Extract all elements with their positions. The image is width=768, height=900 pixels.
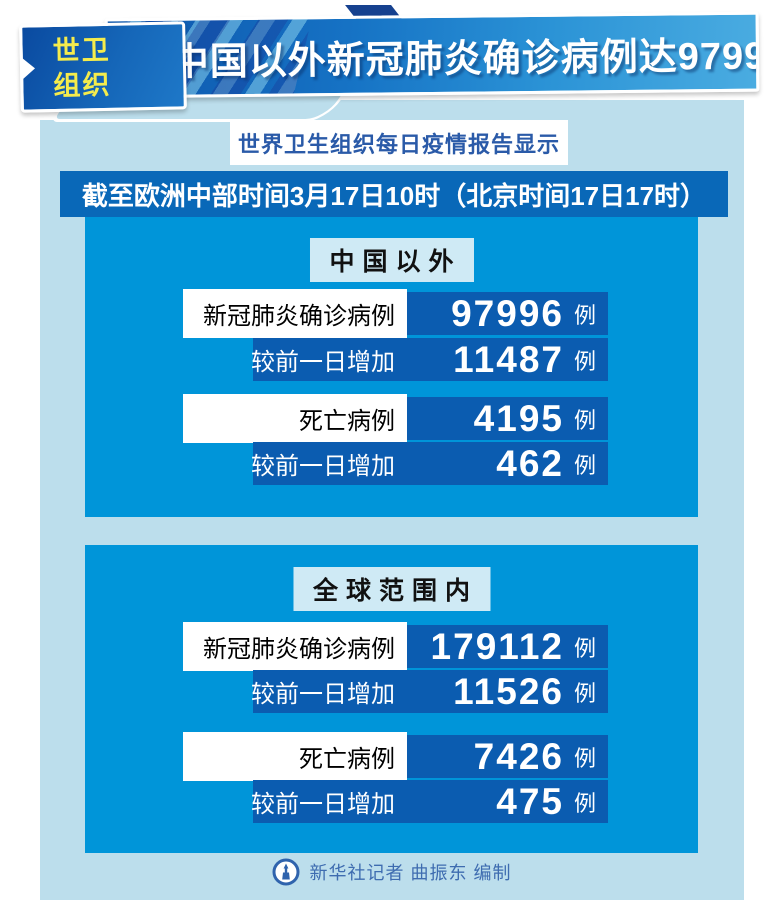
stat-number: 11487 [453,338,564,380]
stat-label-text: 死亡病例 [299,746,395,773]
stat-row-confirmed: 新冠肺炎确诊病例 179112 例 [183,622,608,671]
section-outside-china: 中国以外 新冠肺炎确诊病例 97996 例 较前一日增加 11487 例 死亡病例 … [85,217,698,517]
stat-number: 475 [496,780,564,822]
who-badge-line2: 组织 [53,69,112,101]
stat-row-deaths: 死亡病例 7426 例 [183,732,608,781]
stat-unit: 例 [573,407,596,433]
badge-notch-decoration [21,57,36,80]
stat-unit: 例 [573,790,596,816]
stat-value: 179112 例 [407,625,608,668]
stat-value: 4195 例 [407,397,608,440]
credit-text: 新华社记者 曲振东 编制 [309,863,512,883]
stat-value: 7426 例 [407,735,608,778]
stat-unit: 例 [573,680,596,706]
report-source-box: 世界卫生组织每日疫情报告显示 [230,120,568,165]
stat-label-text: 较前一日增加 [251,349,395,376]
who-badge-label: 世卫 组织 [22,24,184,103]
stat-label: 较前一日增加 [251,442,407,485]
stat-row-confirmed-increase: 较前一日增加 11487 例 [251,338,608,381]
stat-unit: 例 [573,635,596,661]
stat-label-text: 新冠肺炎确诊病例 [203,636,395,663]
stat-number: 97996 [451,292,564,334]
who-badge: 世卫 组织 [19,21,187,113]
stat-row-confirmed: 新冠肺炎确诊病例 97996 例 [183,289,608,338]
stat-label: 新冠肺炎确诊病例 [183,289,407,338]
footer-credit: 新华社记者 曲振东 编制 [40,858,744,886]
stat-label-text: 较前一日增加 [251,453,395,480]
stat-label: 死亡病例 [183,394,407,443]
stat-unit: 例 [573,348,596,374]
stat-number: 179112 [430,625,564,667]
stat-number: 11526 [453,670,564,712]
stat-value: 11487 例 [407,338,608,381]
header-banner: 中国以外新冠肺炎确诊病例达97996例 [104,11,760,99]
stat-label: 较前一日增加 [251,670,407,713]
stat-unit: 例 [573,745,596,771]
headline: 中国以外新冠肺炎确诊病例达97996例 [170,34,760,84]
stat-label: 较前一日增加 [251,338,407,381]
stat-row-deaths-increase: 较前一日增加 475 例 [251,780,608,823]
stat-value: 475 例 [407,780,608,823]
section-title: 中国以外 [309,238,474,282]
stat-label-text: 死亡病例 [299,408,395,435]
section-title: 全球范围内 [292,567,491,611]
stat-number: 7426 [473,735,564,777]
xinhua-logo-icon [272,858,300,886]
stat-label-text: 较前一日增加 [251,681,395,708]
stat-label: 较前一日增加 [251,780,407,823]
stat-value: 462 例 [407,442,608,485]
stat-label: 新冠肺炎确诊病例 [183,622,407,671]
stat-label: 死亡病例 [183,732,407,781]
stat-unit: 例 [573,302,596,328]
stat-number: 4195 [473,397,564,439]
stat-number: 462 [496,442,564,484]
who-badge-line1: 世卫 [52,34,111,67]
stat-unit: 例 [573,452,596,478]
time-note-bar: 截至欧洲中部时间3月17日10时（北京时间17日17时） [60,171,728,217]
stat-value: 97996 例 [407,292,608,335]
stat-value: 11526 例 [407,670,608,713]
stat-label-text: 新冠肺炎确诊病例 [203,303,395,330]
stat-row-deaths: 死亡病例 4195 例 [183,394,608,443]
stat-label-text: 较前一日增加 [251,791,395,818]
stat-row-confirmed-increase: 较前一日增加 11526 例 [251,670,608,713]
stat-row-deaths-increase: 较前一日增加 462 例 [251,442,608,485]
section-global: 全球范围内 新冠肺炎确诊病例 179112 例 较前一日增加 11526 例 死亡病… [85,545,698,853]
